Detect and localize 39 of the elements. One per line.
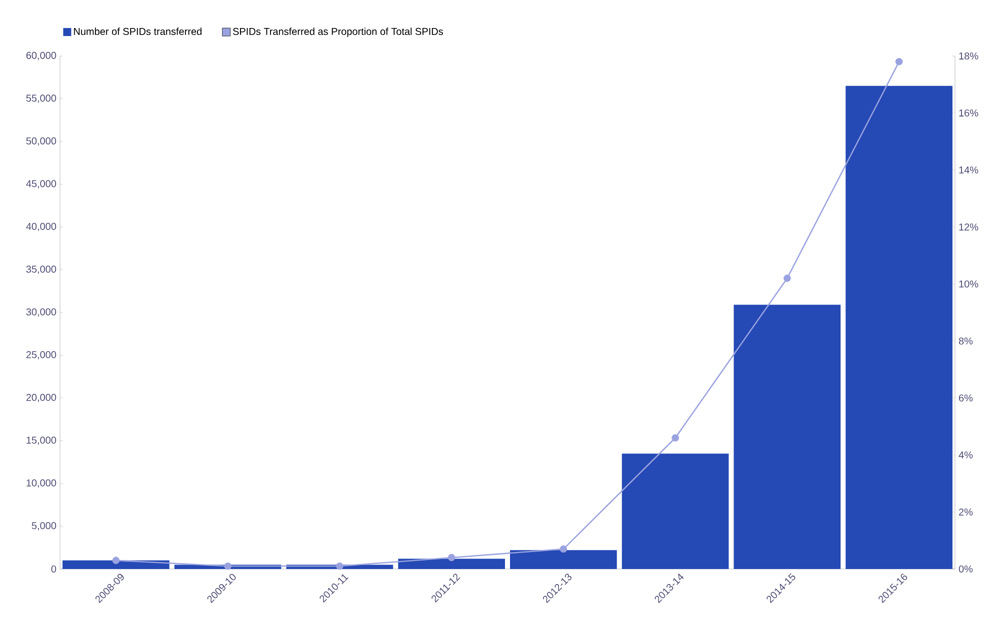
y-tick-label: 10,000 <box>26 479 56 488</box>
y2-tick-label: 18% <box>959 52 978 60</box>
y-tick-label: 20,000 <box>26 394 56 402</box>
y-tick-label: 5,000 <box>32 522 56 530</box>
y2-tick-label: 16% <box>959 109 978 117</box>
y-tick-label: 45,000 <box>26 180 56 188</box>
y2-tick-label: 14% <box>959 166 978 174</box>
bar <box>398 558 505 569</box>
point <box>895 58 903 66</box>
y2-tick-label: 0% <box>958 565 973 573</box>
point <box>224 562 232 570</box>
point <box>784 274 791 282</box>
bar <box>510 550 617 569</box>
bar <box>846 86 952 569</box>
y-tick-label: 35,000 <box>26 266 56 274</box>
point <box>448 554 456 562</box>
y2-tick-label: 2% <box>959 508 973 516</box>
y2-tick-label: 10% <box>959 280 978 288</box>
y2-tick-label: 6% <box>959 394 973 402</box>
bar <box>622 454 729 569</box>
y2-tick-label: 12% <box>959 223 978 231</box>
bar <box>734 304 841 569</box>
point <box>672 434 679 442</box>
point <box>560 545 568 553</box>
y-tick-label: 25,000 <box>26 351 56 360</box>
y-tick-label: 0 <box>51 565 56 573</box>
point <box>336 562 344 570</box>
y-tick-label: 15,000 <box>26 436 56 445</box>
bar <box>62 560 170 569</box>
legend-label: SPIDs Transferred as Proportion of Total SPIDs <box>232 28 443 37</box>
y-tick-label: 30,000 <box>26 308 56 317</box>
y-tick-label: 60,000 <box>26 52 56 60</box>
y-tick-label: 50,000 <box>26 137 56 146</box>
legend-label: Number of SPIDs transferred <box>74 28 202 35</box>
y-tick-label: 55,000 <box>26 94 56 103</box>
y2-tick-label: 8% <box>958 337 973 345</box>
y-tick-label: 40,000 <box>26 222 56 232</box>
point <box>112 556 120 564</box>
y2-tick-label: 4% <box>958 451 973 458</box>
